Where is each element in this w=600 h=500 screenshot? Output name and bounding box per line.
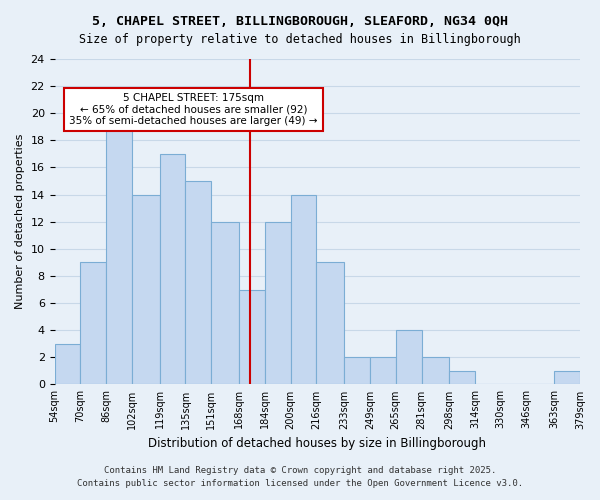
- Bar: [265, 222, 290, 384]
- Bar: [239, 290, 265, 384]
- Bar: [290, 194, 316, 384]
- Bar: [370, 358, 395, 384]
- Bar: [395, 330, 422, 384]
- Text: Contains HM Land Registry data © Crown copyright and database right 2025.
Contai: Contains HM Land Registry data © Crown c…: [77, 466, 523, 487]
- X-axis label: Distribution of detached houses by size in Billingborough: Distribution of detached houses by size …: [148, 437, 486, 450]
- Bar: [185, 181, 211, 384]
- Bar: [55, 344, 80, 385]
- Bar: [344, 358, 370, 384]
- Bar: [316, 262, 344, 384]
- Bar: [80, 262, 106, 384]
- Bar: [449, 371, 475, 384]
- Text: 5, CHAPEL STREET, BILLINGBOROUGH, SLEAFORD, NG34 0QH: 5, CHAPEL STREET, BILLINGBOROUGH, SLEAFO…: [92, 15, 508, 28]
- Bar: [160, 154, 185, 384]
- Text: Size of property relative to detached houses in Billingborough: Size of property relative to detached ho…: [79, 32, 521, 46]
- Text: 5 CHAPEL STREET: 175sqm
← 65% of detached houses are smaller (92)
35% of semi-de: 5 CHAPEL STREET: 175sqm ← 65% of detache…: [70, 93, 318, 126]
- Bar: [554, 371, 580, 384]
- Bar: [211, 222, 239, 384]
- Y-axis label: Number of detached properties: Number of detached properties: [15, 134, 25, 310]
- Bar: [422, 358, 449, 384]
- Bar: [132, 194, 160, 384]
- Bar: [106, 127, 132, 384]
